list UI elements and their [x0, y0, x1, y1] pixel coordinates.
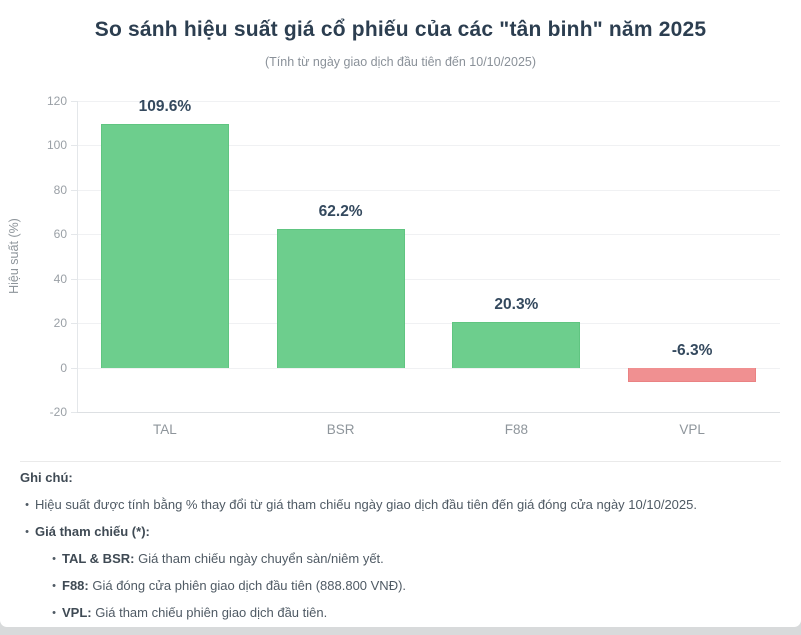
note-term: F88:	[62, 578, 89, 593]
y-tick-label: 20	[53, 316, 67, 331]
bullet-icon: •	[25, 499, 29, 511]
y-tick-label: 0	[60, 360, 67, 375]
note-text: F88: Giá đóng cửa phiên giao dịch đầu ti…	[61, 578, 406, 594]
y-gridline	[77, 367, 780, 369]
bar-F88	[452, 322, 581, 368]
y-gridline	[77, 278, 780, 280]
chart-title: So sánh hiệu suất giá cổ phiếu của các "…	[94, 18, 707, 41]
x-tick-label-TAL: TAL	[152, 422, 177, 437]
note-definition: Giá tham chiếu phiên giao dịch đầu tiên.	[91, 605, 328, 620]
y-tick-mark	[71, 412, 77, 413]
bullet-icon: •	[52, 553, 56, 565]
bar-TAL	[100, 124, 229, 368]
y-gridline	[77, 101, 780, 102]
note-subitem-vpl: • VPL: Giá tham chiếu phiên giao dịch đầ…	[47, 605, 785, 621]
y-tick-label: -20	[49, 405, 67, 419]
note-definition: Giá đóng cửa phiên giao dịch đầu tiên (8…	[88, 578, 407, 593]
notes-divider	[20, 461, 781, 462]
note-term: VPL:	[62, 605, 92, 620]
note-text: Giá tham chiếu (*):	[35, 524, 150, 539]
note-subitem-f88: • F88: Giá đóng cửa phiên giao dịch đầu …	[47, 578, 785, 594]
y-axis-title: Hiệu suất (%)	[7, 218, 21, 294]
bar-value-label-TAL: 109.6%	[138, 98, 192, 116]
note-text: VPL: Giá tham chiếu phiên giao dịch đầu …	[61, 605, 327, 621]
x-tick-label-VPL: VPL	[679, 422, 705, 437]
bullet-icon: •	[25, 526, 29, 538]
y-tick-mark	[71, 234, 77, 236]
note-subitem-tal-bsr: • TAL & BSR: Giá tham chiếu ngày chuyển …	[47, 551, 785, 567]
y-tick-mark	[71, 101, 77, 102]
bar-value-label-F88: 20.3%	[494, 296, 539, 314]
bullet-icon: •	[52, 607, 56, 619]
notes-heading: Ghi chú:	[20, 470, 73, 485]
y-gridline	[77, 189, 780, 191]
bar-BSR	[276, 229, 405, 368]
note-text: TAL & BSR: Giá tham chiếu ngày chuyển sà…	[61, 551, 384, 567]
y-tick-label: 60	[53, 227, 67, 242]
note-text: Hiệu suất được tính bằng % thay đổi từ g…	[35, 497, 697, 512]
x-axis-line	[77, 412, 780, 413]
note-definition: Giá tham chiếu ngày chuyển sàn/niêm yết.	[134, 551, 384, 566]
y-tick-mark	[71, 189, 77, 191]
bar-value-label-VPL: -6.3%	[671, 341, 713, 359]
y-gridline	[77, 323, 780, 325]
x-tick-label-BSR: BSR	[326, 422, 355, 437]
notes-section: Ghi chú: • Hiệu suất được tính bằng % th…	[20, 470, 785, 632]
y-tick-mark	[71, 278, 77, 280]
y-tick-label: 100	[46, 138, 67, 153]
y-tick-label: 40	[53, 271, 67, 286]
y-gridline	[77, 234, 780, 236]
y-tick-mark	[71, 145, 77, 147]
note-term: TAL & BSR:	[62, 551, 135, 566]
note-item-reference-price: • Giá tham chiếu (*):	[20, 524, 785, 540]
y-tick-mark	[71, 367, 77, 369]
y-tick-mark	[71, 323, 77, 325]
y-gridline	[77, 145, 780, 147]
y-tick-label: 120	[46, 94, 67, 108]
bar-VPL	[628, 367, 757, 382]
chart-subtitle: (Tính từ ngày giao dịch đầu tiên đến 10/…	[264, 55, 537, 69]
bar-chart: Hiệu suất (%) 120 100 80 60 40 20 0 -20 109.6% TA…	[7, 94, 780, 437]
note-item-performance: • Hiệu suất được tính bằng % thay đổi từ…	[20, 497, 785, 513]
x-tick-label-F88: F88	[504, 422, 528, 437]
bullet-icon: •	[52, 580, 56, 592]
bar-value-label-BSR: 62.2%	[318, 203, 363, 221]
y-axis-line	[77, 101, 78, 412]
y-tick-label: 80	[53, 182, 67, 197]
